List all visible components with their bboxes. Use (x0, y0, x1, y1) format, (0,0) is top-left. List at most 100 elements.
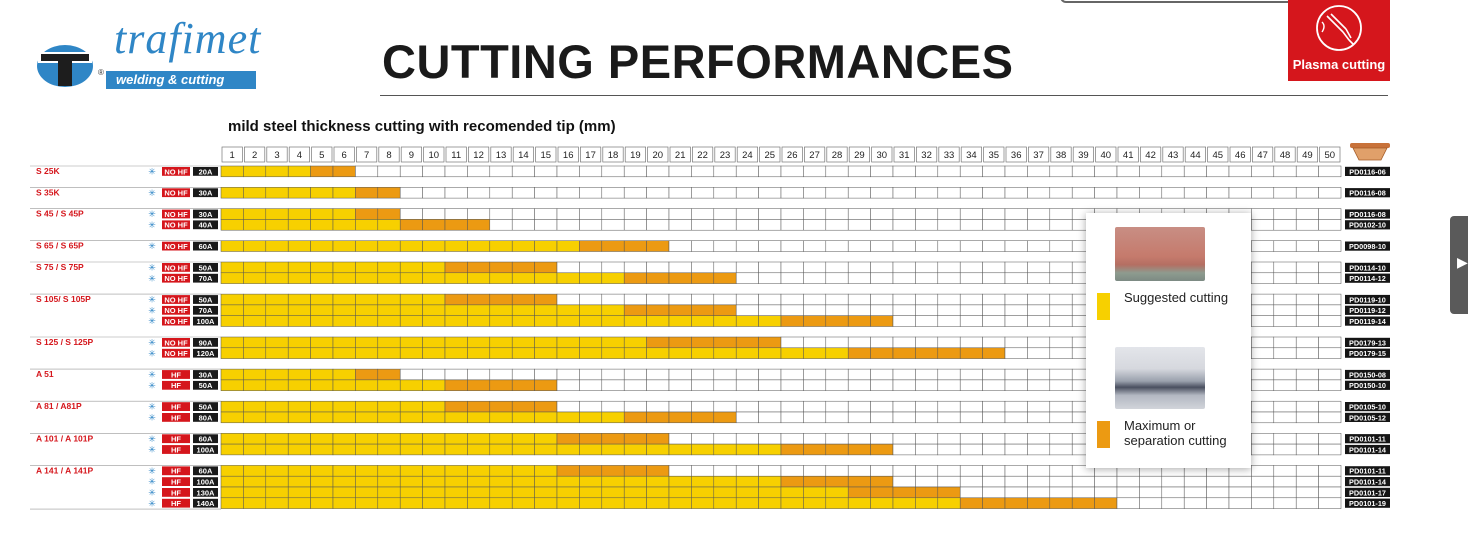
maximum-cell (623, 411, 647, 424)
suggested-cell (511, 411, 535, 424)
suggested-cell (310, 443, 334, 456)
grid-cell (1027, 219, 1051, 231)
grid-cell (1318, 433, 1342, 445)
suggested-cell (444, 315, 468, 327)
suggested-cell (243, 165, 267, 178)
tip-code-badge (1345, 487, 1390, 497)
grid-cell (511, 165, 535, 178)
suggested-cell (399, 400, 423, 413)
hf-badge (162, 434, 190, 444)
maximum-cell (780, 475, 804, 488)
suggested-cell (310, 272, 334, 284)
suggested-cell (332, 433, 356, 445)
grid-cell (1161, 165, 1185, 178)
grid-cell (1251, 379, 1275, 391)
hf-badge (162, 305, 190, 315)
suggested-cell (355, 293, 379, 306)
suggested-cell (511, 433, 535, 445)
next-page-tab[interactable]: ▶ (1450, 216, 1468, 314)
grid-cell (803, 379, 827, 391)
model-name: S 65 / S 65P (36, 241, 84, 251)
grid-cell (1273, 497, 1297, 509)
grid-cell (982, 219, 1006, 231)
maximum-cell (646, 272, 670, 284)
grid-cell (579, 400, 603, 413)
maximum-cell (825, 315, 849, 327)
suggested-cell (355, 240, 379, 252)
grid-cell (1027, 443, 1051, 456)
grid-cell (847, 304, 871, 316)
suggested-cell (265, 240, 289, 252)
suggested-cell (243, 486, 267, 499)
grid-cell (847, 187, 871, 199)
grid-cell (937, 240, 961, 252)
grid-cell (803, 272, 827, 284)
grid-cell (668, 379, 692, 391)
grid-cell (713, 379, 737, 391)
maximum-cell (870, 347, 894, 359)
grid-cell (623, 293, 647, 306)
grid-cell (623, 261, 647, 274)
grid-cell (1318, 379, 1342, 391)
suggested-cell (422, 411, 446, 424)
header-tick-label: 26 (787, 150, 798, 161)
grid-cell (1139, 187, 1163, 199)
grid-cell (1161, 497, 1185, 509)
suggested-swatch (1097, 293, 1110, 320)
grid-cell (870, 261, 894, 274)
suggested-cell (534, 272, 558, 284)
maximum-cell (467, 219, 491, 231)
suggested-cell (668, 497, 692, 509)
suggested-cell (601, 272, 625, 284)
hf-badge (162, 316, 190, 326)
grid-cell (623, 187, 647, 199)
suggested-cell (332, 315, 356, 327)
header-cell (1274, 146, 1296, 163)
suggested-cell (780, 347, 804, 359)
tip-code-badge (1345, 294, 1390, 305)
suggested-cell (579, 315, 603, 327)
tip-code-badge (1345, 241, 1390, 251)
grid-cell (937, 368, 961, 381)
suggested-cell (467, 497, 491, 509)
suggested-cell (355, 272, 379, 284)
header-cell (490, 146, 512, 163)
hf-label: NO HF (164, 338, 188, 347)
grid-cell (982, 315, 1006, 327)
tip-code: PD0116-06 (1349, 167, 1386, 176)
maximum-cell (399, 219, 423, 231)
suggested-cell (668, 315, 692, 327)
grid-cell (1295, 443, 1319, 456)
suggested-cell (220, 208, 244, 220)
grid-cell (1273, 187, 1297, 199)
grid-cell (668, 165, 692, 178)
hf-label: NO HF (164, 263, 188, 272)
hf-label: HF (171, 403, 181, 412)
hf-badge (162, 209, 190, 219)
suggested-cell (601, 315, 625, 327)
amp-label: 100A (197, 317, 216, 326)
suggested-cell (534, 411, 558, 424)
grid-cell (1004, 293, 1028, 306)
grid-cell (758, 465, 782, 477)
grid-cell (646, 368, 670, 381)
suggested-cell (489, 475, 513, 488)
grid-cell (422, 368, 446, 381)
grid-cell (959, 208, 983, 220)
header-cell (647, 146, 669, 163)
grid-cell (735, 379, 759, 391)
tip-code-badge (1345, 337, 1390, 347)
cooling-snowflake-icon: ✳ (148, 467, 156, 477)
grid-cell (758, 187, 782, 199)
hf-badge (162, 380, 190, 390)
grid-cell (1273, 336, 1297, 349)
suggested-cell (623, 443, 647, 456)
grid-cell (1251, 208, 1275, 220)
maximum-cell (646, 433, 670, 445)
suggested-cell (220, 497, 244, 509)
grid-cell (915, 315, 939, 327)
grid-cell (915, 304, 939, 316)
suggested-cell (556, 497, 580, 509)
suggested-cell (422, 433, 446, 445)
header-tick-label: 39 (1078, 150, 1089, 161)
